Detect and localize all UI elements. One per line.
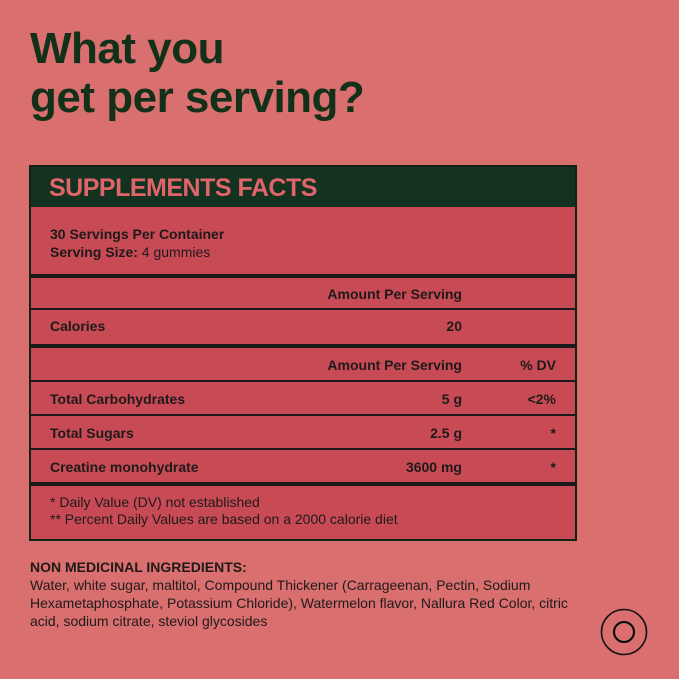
amount-header-row-2: Amount Per Serving % DV	[31, 348, 575, 382]
calories-value: 20	[446, 318, 462, 334]
ingredients-section: NON MEDICINAL INGREDIENTS: Water, white …	[30, 558, 590, 630]
dv-header: % DV	[520, 357, 556, 373]
footnote-dv: * Daily Value (DV) not established	[50, 494, 260, 510]
serving-size-value: 4 gummies	[137, 244, 211, 260]
concentric-circle-icon	[600, 608, 648, 656]
amount-per-serving-header-2: Amount Per Serving	[327, 357, 462, 373]
amount-header-row-1: Amount Per Serving	[31, 278, 575, 310]
nutrient-row: Total Sugars 2.5 g *	[31, 416, 575, 450]
amount-per-serving-header: Amount Per Serving	[327, 286, 462, 302]
nutrient-dv: <2%	[527, 391, 556, 407]
headline-line-2: get per serving?	[30, 73, 365, 122]
nutrient-dv: *	[550, 459, 556, 475]
nutrient-dv: *	[550, 425, 556, 441]
headline-line-1: What you	[30, 24, 224, 73]
nutrient-row: Creatine monohydrate 3600 mg *	[31, 450, 575, 486]
page-headline: What you get per serving?	[30, 24, 365, 122]
calories-label: Calories	[50, 318, 106, 334]
servings-per-container: 30 Servings Per Container	[50, 226, 225, 242]
nutrient-label: Creatine monohydrate	[50, 459, 199, 475]
footnote-percent: ** Percent Daily Values are based on a 2…	[50, 511, 398, 527]
nutrient-row: Total Carbohydrates 5 g <2%	[31, 382, 575, 416]
nutrient-label: Total Sugars	[50, 425, 134, 441]
calories-row: Calories 20	[31, 310, 575, 348]
ingredients-text: Water, white sugar, maltitol, Compound T…	[30, 577, 568, 629]
serving-size: Serving Size: 4 gummies	[50, 243, 575, 261]
footnotes: * Daily Value (DV) not established ** Pe…	[31, 486, 575, 528]
serving-info: 30 Servings Per Container Serving Size: …	[31, 207, 575, 278]
nutrient-label: Total Carbohydrates	[50, 391, 186, 407]
nutrient-amount: 3600 mg	[405, 459, 462, 475]
serving-size-label: Serving Size:	[50, 244, 138, 260]
supplement-facts-panel: SUPPLEMENTS FACTS 30 Servings Per Contai…	[29, 165, 577, 541]
facts-title: SUPPLEMENTS FACTS	[31, 167, 575, 207]
nutrient-amount: 2.5 g	[430, 425, 462, 441]
nutrient-amount: 5 g	[441, 391, 462, 407]
ingredients-title: NON MEDICINAL INGREDIENTS:	[30, 559, 247, 575]
